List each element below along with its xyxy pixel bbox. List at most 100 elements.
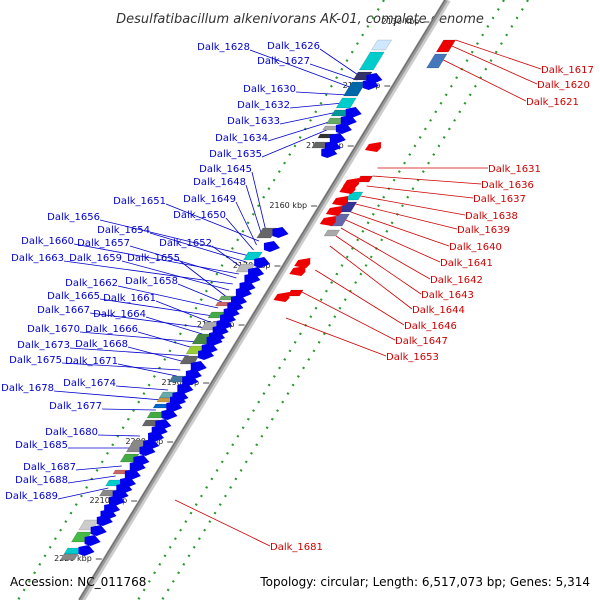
left-leader-line xyxy=(79,331,198,343)
right-gene-label: Dalk_1647 xyxy=(395,336,448,347)
left-leader-line xyxy=(69,347,189,357)
left-gene-label: Dalk_1626 xyxy=(267,41,320,52)
left-gene-label: Dalk_1670 xyxy=(27,324,80,335)
dotted-track-1 xyxy=(17,0,385,600)
left-leader-line xyxy=(99,298,214,317)
genome-backbone xyxy=(78,0,451,600)
left-leader-line xyxy=(165,203,260,242)
left-gene-label: Dalk_1657 xyxy=(77,238,130,249)
reverse-gene-arrow xyxy=(319,216,336,226)
reverse-gene-arrow xyxy=(325,206,342,216)
reverse-gene-block xyxy=(435,39,457,53)
left-leader-line xyxy=(57,487,109,500)
left-gene-label: Dalk_1658 xyxy=(125,276,178,287)
forward-gene-block xyxy=(371,39,393,51)
tick-label: 2130 kbp xyxy=(382,17,420,26)
right-leader-line xyxy=(335,235,422,295)
forward-gene-block xyxy=(342,81,367,97)
left-gene-label: Dalk_1651 xyxy=(113,196,166,207)
genome-summary: Topology: circular; Length: 6,517,073 bp… xyxy=(259,575,590,589)
left-leader-line xyxy=(101,408,156,411)
reverse-gene-arrow xyxy=(332,196,348,206)
backbone-edge xyxy=(78,0,446,600)
forward-gene-block xyxy=(335,97,357,109)
forward-gene-block xyxy=(330,109,350,117)
forward-gene-block xyxy=(256,227,278,239)
forward-gene-block xyxy=(59,553,79,561)
forward-gene-arrow xyxy=(90,525,107,536)
left-leader-line xyxy=(75,465,122,471)
right-gene-label: Dalk_1642 xyxy=(430,275,483,286)
left-gene-label: Dalk_1649 xyxy=(183,194,236,205)
forward-gene-block xyxy=(358,51,385,71)
right-gene-label: Dalk_1643 xyxy=(421,290,474,301)
right-gene-label: Dalk_1631 xyxy=(488,164,541,175)
right-leader-line xyxy=(350,211,450,247)
left-leader-line xyxy=(289,102,344,109)
left-gene-label: Dalk_1635 xyxy=(209,149,262,160)
forward-gene-arrow xyxy=(139,445,156,456)
left-gene-label: Dalk_1673 xyxy=(17,340,70,351)
right-leader-line xyxy=(301,291,396,341)
gene-labels: Dalk_1628 Dalk_1626 Dalk_1627 Dalk_1630 Dalk… xyxy=(1,41,594,553)
tick-label: 2210 kbp xyxy=(89,496,127,505)
left-gene-label: Dalk_1648 xyxy=(193,177,246,188)
right-gene-label: Dalk_1653 xyxy=(386,352,439,363)
left-leader-line xyxy=(261,129,327,158)
reverse-gene-arrow xyxy=(273,292,290,302)
left-gene-label: Dalk_1661 xyxy=(103,293,156,304)
dotted-track-2 xyxy=(137,0,505,600)
reverse-gene-arrow xyxy=(364,142,381,152)
dotted-tracks xyxy=(17,0,529,600)
left-gene-label: Dalk_1634 xyxy=(215,133,268,144)
left-leader-line xyxy=(295,91,349,96)
left-gene-label: Dalk_1656 xyxy=(47,212,100,223)
right-leader-line xyxy=(345,219,441,263)
right-gene-label: Dalk_1620 xyxy=(537,80,590,91)
right-leader-line xyxy=(329,245,413,310)
right-leader-line xyxy=(174,499,271,547)
left-gene-label: Dalk_1630 xyxy=(243,84,296,95)
left-leader-line xyxy=(97,434,141,437)
right-gene-label: Dalk_1638 xyxy=(465,211,518,222)
left-leader-line xyxy=(319,48,360,77)
left-leader-line xyxy=(137,331,194,349)
reverse-gene-arrow xyxy=(289,266,306,276)
left-gene-label: Dalk_1628 xyxy=(197,42,250,53)
left-leader-line xyxy=(267,120,333,142)
right-leader-line xyxy=(340,227,431,280)
left-leader-line xyxy=(115,385,169,391)
left-leader-line xyxy=(251,171,267,231)
forward-gene-arrow xyxy=(321,147,338,158)
right-leader-line xyxy=(455,39,542,70)
left-leader-line xyxy=(61,362,181,371)
left-gene-label: Dalk_1685 xyxy=(15,440,68,451)
left-gene-label: Dalk_1677 xyxy=(49,401,102,412)
reverse-gene-block xyxy=(356,175,374,183)
dotted-track-3 xyxy=(161,0,529,600)
forward-gene-block xyxy=(325,117,345,125)
forward-gene-arrow xyxy=(263,241,280,252)
left-leader-line xyxy=(211,245,243,269)
left-gene-label: Dalk_1655 xyxy=(127,253,180,264)
left-gene-label: Dalk_1666 xyxy=(85,324,138,335)
left-gene-label: Dalk_1667 xyxy=(37,305,90,316)
right-gene-label: Dalk_1639 xyxy=(457,225,510,236)
right-gene-label: Dalk_1641 xyxy=(440,258,493,269)
left-gene-label: Dalk_1671 xyxy=(65,356,118,367)
left-leader-line xyxy=(179,260,226,297)
left-leader-line xyxy=(235,201,257,246)
left-gene-label: Dalk_1680 xyxy=(45,427,98,438)
left-leader-line xyxy=(67,475,116,484)
tick-label: 2190 kbp xyxy=(161,378,199,387)
left-leader-line xyxy=(127,346,186,363)
right-gene-label: Dalk_1681 xyxy=(270,542,323,553)
right-leader-line xyxy=(360,195,466,216)
right-leader-line xyxy=(443,59,527,102)
left-gene-label: Dalk_1664 xyxy=(93,309,146,320)
left-leader-line xyxy=(155,300,210,323)
right-gene-label: Dalk_1636 xyxy=(481,180,534,191)
left-leader-line xyxy=(177,283,222,303)
reverse-gene-arrow xyxy=(339,184,356,194)
